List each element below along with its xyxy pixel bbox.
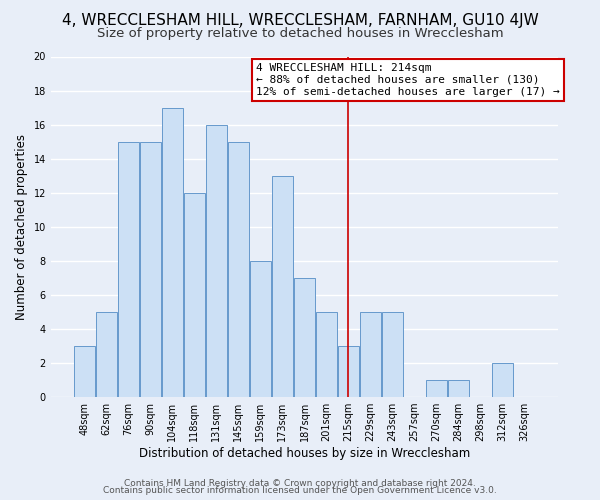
Bar [426, 380, 447, 397]
Bar [250, 261, 271, 397]
Bar [360, 312, 381, 397]
Bar [228, 142, 249, 397]
Text: 4 WRECCLESHAM HILL: 214sqm
← 88% of detached houses are smaller (130)
12% of sem: 4 WRECCLESHAM HILL: 214sqm ← 88% of deta… [256, 64, 560, 96]
Text: Contains HM Land Registry data © Crown copyright and database right 2024.: Contains HM Land Registry data © Crown c… [124, 478, 476, 488]
Text: Size of property relative to detached houses in Wrecclesham: Size of property relative to detached ho… [97, 28, 503, 40]
Bar [338, 346, 359, 397]
Bar [96, 312, 117, 397]
Bar [492, 363, 513, 397]
Bar [272, 176, 293, 397]
Text: Contains public sector information licensed under the Open Government Licence v3: Contains public sector information licen… [103, 486, 497, 495]
Text: 4, WRECCLESHAM HILL, WRECCLESHAM, FARNHAM, GU10 4JW: 4, WRECCLESHAM HILL, WRECCLESHAM, FARNHA… [62, 12, 538, 28]
Bar [140, 142, 161, 397]
Y-axis label: Number of detached properties: Number of detached properties [15, 134, 28, 320]
Bar [294, 278, 315, 397]
Bar [316, 312, 337, 397]
X-axis label: Distribution of detached houses by size in Wrecclesham: Distribution of detached houses by size … [139, 447, 470, 460]
Bar [118, 142, 139, 397]
Bar [382, 312, 403, 397]
Bar [184, 192, 205, 397]
Bar [162, 108, 183, 397]
Bar [448, 380, 469, 397]
Bar [74, 346, 95, 397]
Bar [206, 124, 227, 397]
